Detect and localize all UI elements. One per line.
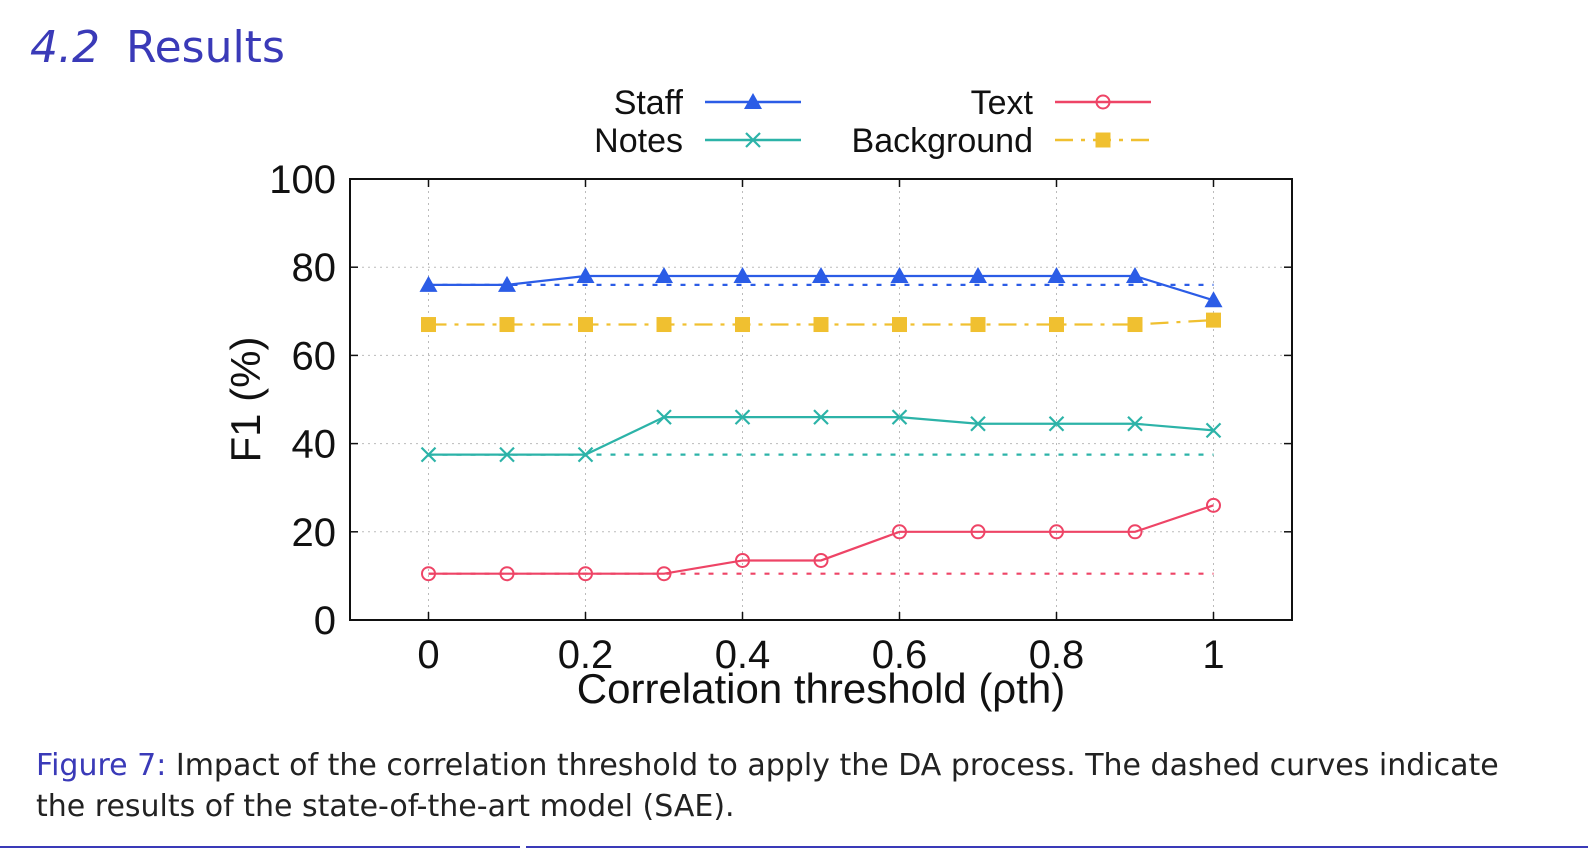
staff-point	[969, 267, 987, 284]
y-axis-title: F1 (%)	[222, 337, 269, 463]
notes-point	[1127, 415, 1143, 432]
x-tick-label: 0.4	[715, 633, 771, 677]
y-tick-label: 100	[269, 158, 336, 202]
y-tick-label: 80	[292, 246, 337, 290]
notes-point	[891, 409, 908, 425]
text-point	[1206, 497, 1221, 513]
notes-point	[577, 446, 594, 463]
text-point	[892, 524, 907, 540]
data-series	[419, 267, 1223, 582]
legend-marker-notes	[745, 132, 761, 148]
background-point	[735, 317, 750, 333]
staff-point	[576, 267, 595, 284]
background-point	[1049, 317, 1064, 333]
background-point	[656, 317, 672, 333]
legend-label-background: Background	[852, 122, 1033, 160]
text-series-line	[428, 504, 1214, 575]
staff-point	[812, 267, 830, 284]
staff-point	[419, 275, 438, 292]
section-number: 4.2	[30, 22, 100, 73]
notes-point	[970, 415, 986, 432]
text-point	[499, 566, 515, 582]
notes-point	[420, 446, 437, 463]
background-point	[970, 317, 986, 333]
y-tick-label: 60	[292, 334, 337, 378]
legend-label-text: Text	[971, 84, 1034, 122]
x-tick-label: 0.8	[1029, 633, 1085, 677]
staff-point	[498, 275, 516, 292]
caption-text: Impact of the correlation threshold to a…	[36, 748, 1499, 824]
x-tick-label: 0.6	[872, 633, 928, 677]
staff-point	[733, 267, 752, 284]
notes-point	[1205, 422, 1222, 439]
notes-point	[499, 446, 515, 463]
notes-series-line	[428, 416, 1214, 456]
text-point	[1049, 524, 1064, 540]
axis-ticks	[350, 178, 1292, 621]
staff-point	[655, 267, 673, 284]
staff-point	[1204, 291, 1223, 308]
background-point	[578, 317, 593, 333]
legend-marker-staff	[744, 93, 762, 109]
plot-frame	[349, 178, 1293, 621]
notes-point	[1048, 415, 1065, 432]
background-point	[421, 317, 436, 333]
text-point	[578, 566, 593, 582]
text-point	[970, 524, 986, 540]
notes-point	[734, 409, 751, 425]
y-tick-label: 20	[292, 511, 337, 555]
staff-point	[890, 267, 909, 284]
background-point	[813, 317, 829, 333]
y-tick-label: 40	[292, 423, 337, 467]
text-point	[735, 552, 750, 568]
legend: Staff Text Notes Background	[594, 84, 1151, 160]
legend-marker-text	[1095, 94, 1111, 110]
bottom-rule	[0, 846, 1588, 848]
axis-labels: 0 0.2 0.4 0.6 0.8 1 0 20 40 60 80 100 Correlation th…	[222, 158, 1225, 712]
notes-point	[656, 409, 672, 425]
background-point	[499, 317, 515, 333]
legend-marker-background	[1095, 132, 1111, 148]
text-point	[1127, 524, 1143, 540]
text-point	[813, 552, 829, 568]
background-point	[892, 317, 907, 333]
text-point	[656, 566, 672, 582]
staff-point	[1126, 267, 1144, 284]
text-point	[421, 566, 436, 582]
x-tick-label: 1	[1202, 633, 1224, 677]
section-heading: 4.2 Results	[30, 22, 285, 73]
staff-point	[1047, 267, 1066, 284]
x-tick-label: 0.2	[558, 633, 614, 677]
figure-caption: Figure 7: Impact of the correlation thre…	[36, 745, 1536, 827]
background-point	[1127, 317, 1143, 333]
section-title: Results	[125, 22, 285, 73]
legend-label-notes: Notes	[594, 122, 683, 160]
legend-label-staff: Staff	[614, 84, 684, 122]
x-tick-label: 0	[417, 633, 439, 677]
x-axis-title: Correlation threshold (ρth)	[577, 665, 1065, 712]
background-point	[1206, 312, 1221, 328]
line-chart: 0 0.2 0.4 0.6 0.8 1 0 20 40 60 80 100 Correlation th…	[222, 84, 1293, 712]
notes-point	[813, 409, 829, 425]
figure-label: Figure 7:	[36, 748, 167, 783]
y-tick-label: 0	[314, 599, 336, 643]
